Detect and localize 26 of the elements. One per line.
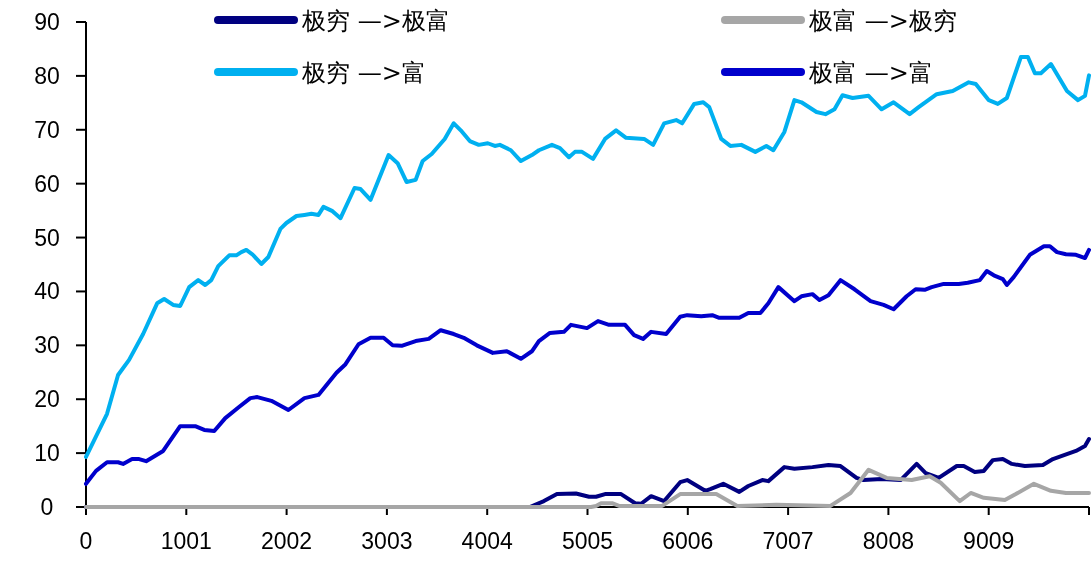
x-tick-label: 9009 [963,528,1015,554]
y-tick-label: 90 [34,9,60,35]
x-tick-label: 3003 [361,528,413,554]
legend-label: 极穷 —>富 [301,59,426,87]
x-tick-label: 5005 [561,528,614,554]
legend-label: 极穷 —>极富 [301,7,450,35]
line-series [84,244,1091,486]
y-tick-label: 20 [34,386,60,413]
y-tick-label: 80 [34,62,60,89]
x-tick-label: 6006 [662,528,714,554]
x-tick-label: 8008 [862,528,914,554]
x-tick-label: 0 [79,528,93,554]
legend-label: 极富 —>富 [808,59,933,87]
y-tick-label: 30 [34,332,60,359]
y-tick-label: 40 [34,278,60,305]
x-tick-label: 1001 [160,528,212,554]
y-tick-label: 50 [34,224,60,251]
y-tick-label: 0 [40,494,54,520]
x-tick-label: 7007 [762,528,814,554]
y-tick-label: 60 [34,170,60,197]
line-series [84,55,1091,459]
x-tick-label: 2002 [261,528,313,554]
legend-label: 极富 —>极穷 [808,7,957,35]
x-tick-label: 4004 [461,528,513,554]
y-tick-label: 70 [34,116,60,143]
y-tick-label: 10 [34,440,60,467]
